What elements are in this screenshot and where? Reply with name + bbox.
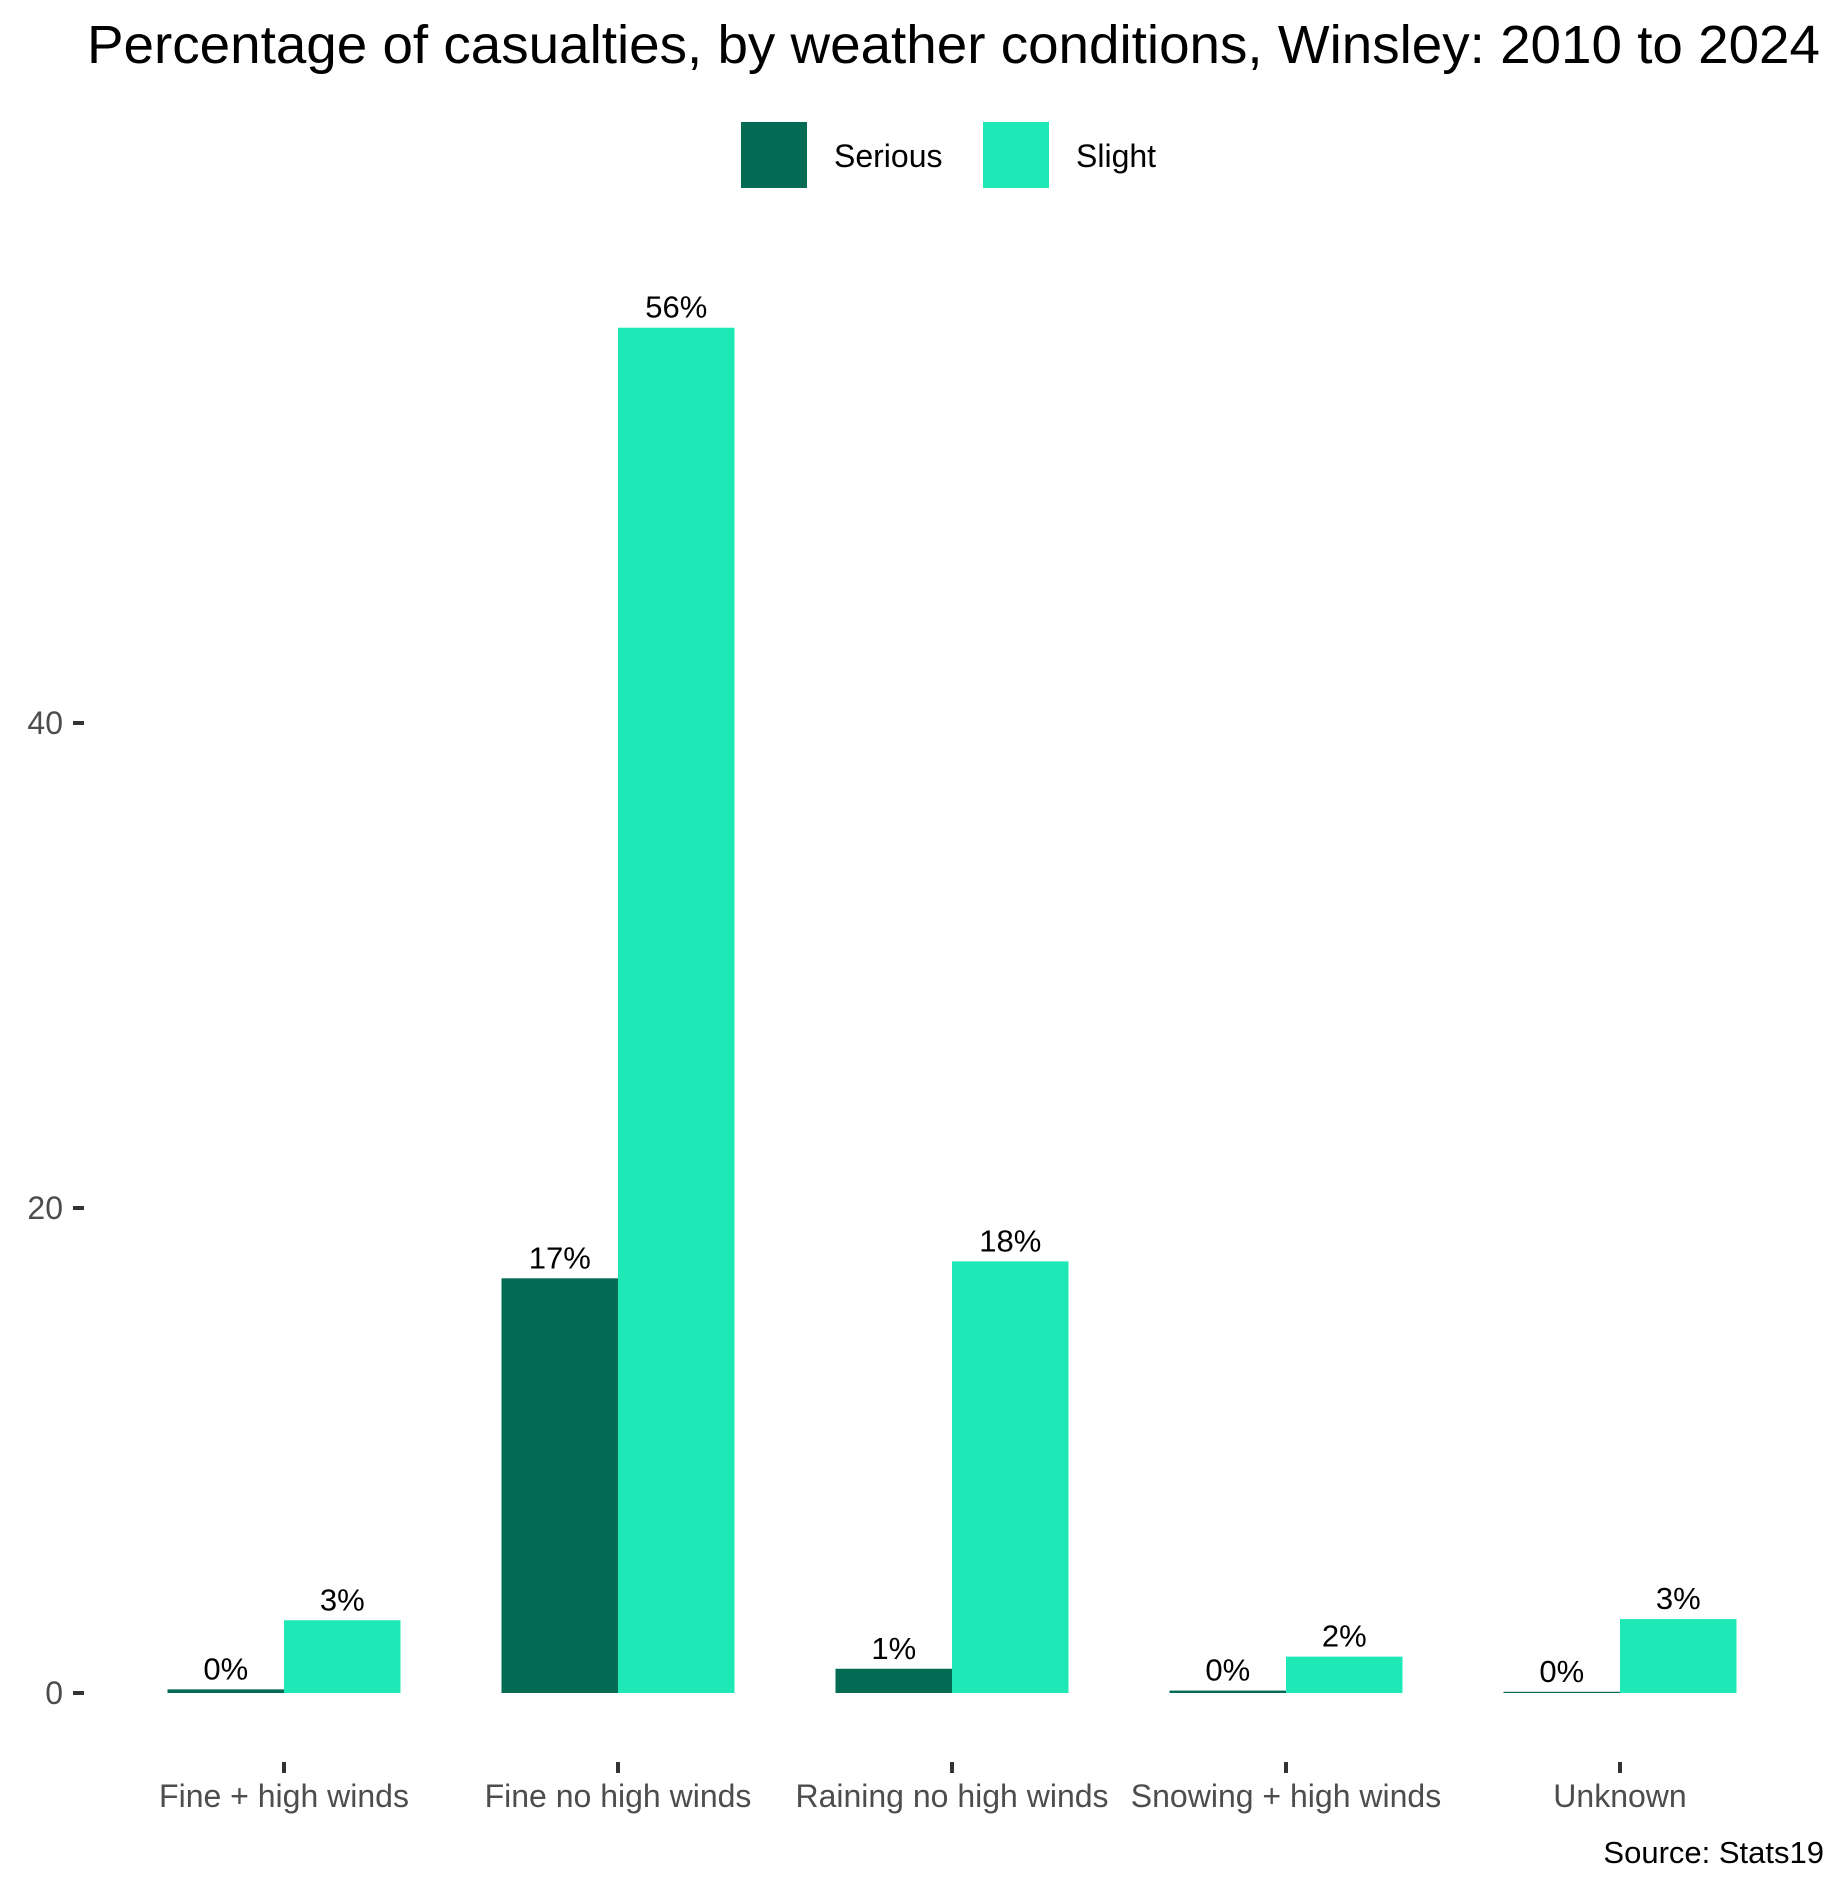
legend-label-slight: Slight <box>1076 138 1156 174</box>
chart-title: Percentage of casualties, by weather con… <box>87 15 1820 75</box>
bar-serious-fine-high-winds <box>167 1689 284 1693</box>
x-axis: Fine + high winds Fine no high winds Raini… <box>159 1762 1687 1814</box>
bar-serious-snowing-high-winds <box>1169 1690 1286 1693</box>
bar-serious-unknown <box>1503 1691 1620 1693</box>
bar-slight-snowing-high-winds <box>1286 1656 1403 1693</box>
x-tick-label: Fine + high winds <box>159 1778 409 1814</box>
value-label-serious-fine-no-high-winds: 17% <box>529 1240 591 1275</box>
value-label-serious-raining-no-high-winds: 1% <box>871 1631 916 1666</box>
value-label-slight-raining-no-high-winds: 18% <box>979 1223 1041 1258</box>
x-tick-label: Raining no high winds <box>795 1778 1108 1814</box>
bar-slight-raining-no-high-winds <box>952 1261 1069 1693</box>
legend-swatch-slight <box>983 122 1049 188</box>
source-caption: Source: Stats19 <box>1603 1835 1824 1870</box>
value-label-serious-unknown: 0% <box>1539 1654 1584 1689</box>
value-label-slight-fine-no-high-winds: 56% <box>645 290 707 325</box>
x-tick-label: Unknown <box>1553 1778 1686 1814</box>
x-tick-label: Fine no high winds <box>485 1778 752 1814</box>
y-axis: 0 20 40 <box>27 705 84 1711</box>
bar-slight-unknown <box>1620 1619 1737 1693</box>
legend-label-serious: Serious <box>834 138 943 174</box>
legend-swatch-serious <box>741 122 807 188</box>
value-label-serious-fine-high-winds: 0% <box>203 1651 248 1686</box>
value-label-slight-fine-high-winds: 3% <box>320 1582 365 1617</box>
bar-slight-fine-high-winds <box>284 1620 401 1693</box>
bars <box>167 327 1737 1694</box>
bar-serious-raining-no-high-winds <box>835 1668 952 1693</box>
value-label-slight-snowing-high-winds: 2% <box>1322 1619 1367 1654</box>
bar-slight-fine-no-high-winds <box>618 327 735 1694</box>
y-tick-label: 40 <box>27 705 63 741</box>
value-labels: 0% 3% 17% 56% 1% 18% 0% 2% 0% 3% <box>203 290 1700 1689</box>
legend: Serious Slight <box>741 122 1156 188</box>
bar-serious-fine-no-high-winds <box>501 1278 618 1693</box>
value-label-slight-unknown: 3% <box>1656 1581 1701 1616</box>
value-label-serious-snowing-high-winds: 0% <box>1205 1653 1250 1688</box>
y-tick-label: 20 <box>27 1190 63 1226</box>
y-tick-label: 0 <box>45 1675 63 1711</box>
x-tick-label: Snowing + high winds <box>1131 1778 1441 1814</box>
